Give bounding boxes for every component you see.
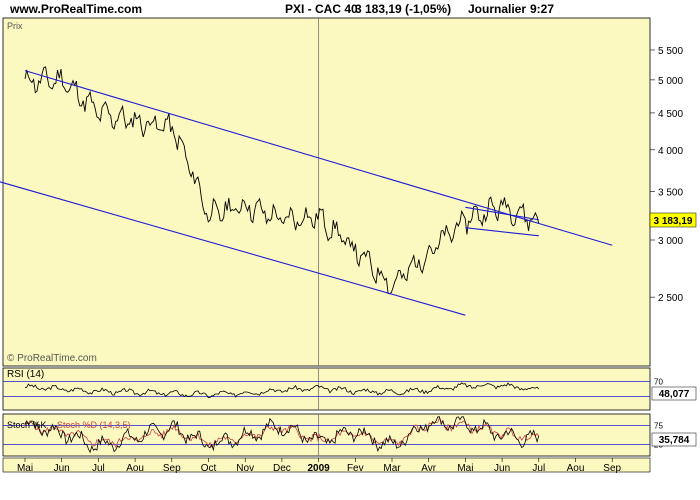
- y-tick-label: 4 500: [658, 109, 683, 120]
- indicator-series: [24, 382, 540, 454]
- period-label: Journalier: [468, 2, 527, 16]
- x-tick-label: Fev: [347, 463, 364, 474]
- x-tick-label: Avr: [421, 463, 436, 474]
- panel-frames: [2, 17, 651, 473]
- x-tick-label: Dec: [273, 463, 291, 474]
- rsi-line: [24, 382, 540, 399]
- rsi-panel-title: RSI (14): [7, 369, 44, 380]
- y-tick-label: 5 500: [658, 46, 683, 57]
- y-tick-label: 70: [654, 377, 663, 386]
- trend-lines: [0, 70, 613, 316]
- rsi-panel: [2, 367, 651, 411]
- stoch-d-line: [24, 416, 540, 448]
- x-tick-label: Oct: [201, 463, 217, 474]
- rsi-last-box: 48,077: [651, 386, 697, 401]
- x-tick-label: Jun: [54, 463, 70, 474]
- x-tick-label: Mai: [457, 463, 473, 474]
- trendline: [465, 206, 539, 221]
- price-series: [24, 66, 540, 295]
- x-tick-label: Aou: [126, 463, 144, 474]
- stoch-k-line: [24, 416, 540, 454]
- time-label: 9:27: [530, 2, 555, 16]
- x-tick-label: Jul: [92, 463, 105, 474]
- x-tick-label: Sep: [163, 463, 181, 474]
- x-tick-label: Nov: [236, 463, 254, 474]
- axis-labels: Mai Jun Jul Aou Sep Oct Nov Dec 2009 Fev Mar Avr Mai…: [17, 46, 684, 474]
- x-tick-label: Mar: [383, 463, 401, 474]
- main-panel: [2, 17, 651, 367]
- sto-panel: [2, 413, 651, 457]
- price-line: [24, 66, 540, 295]
- price-panel-title: Prix: [7, 21, 23, 31]
- price-last-box: 3 183,19: [649, 212, 697, 228]
- trendline: [465, 227, 539, 237]
- stoch-d-legend: Stoch %D (14,3,5): [57, 420, 131, 430]
- x-tick-label: Sep: [603, 463, 621, 474]
- stoch-last-box: 35,784: [651, 432, 697, 447]
- price-info: 3 183,19 (-1,05%): [355, 2, 452, 16]
- price-last-label: 3 183,19: [654, 216, 693, 227]
- instrument-name: PXI - CAC 40: [285, 2, 358, 16]
- watermark: © ProRealTime.com: [7, 353, 97, 364]
- trendline: [0, 181, 466, 316]
- y-tick-label: 5 000: [658, 76, 683, 87]
- x-tick-label: 2009: [307, 463, 330, 474]
- site-name[interactable]: www.ProRealTime.com: [10, 2, 143, 16]
- date-axis: [2, 457, 651, 473]
- x-tick-label: Aou: [567, 463, 585, 474]
- y-tick-label: 75: [654, 422, 663, 431]
- y-tick-label: 3 500: [658, 188, 683, 199]
- x-tick-label: Jul: [532, 463, 545, 474]
- stoch-k-legend: Stoch %K: [7, 420, 47, 430]
- chart-header: www.ProRealTime.com PXI - CAC 40 3 183,1…: [0, 0, 700, 18]
- y-tick-label: 2 500: [658, 293, 683, 304]
- y-tick-label: 4 000: [658, 146, 683, 157]
- rsi-last-label: 48,077: [659, 389, 690, 400]
- x-tick-label: Mai: [17, 463, 33, 474]
- stoch-last-label: 35,784: [659, 435, 690, 446]
- x-tick-label: Jun: [494, 463, 510, 474]
- y-tick-label: 3 000: [658, 236, 683, 247]
